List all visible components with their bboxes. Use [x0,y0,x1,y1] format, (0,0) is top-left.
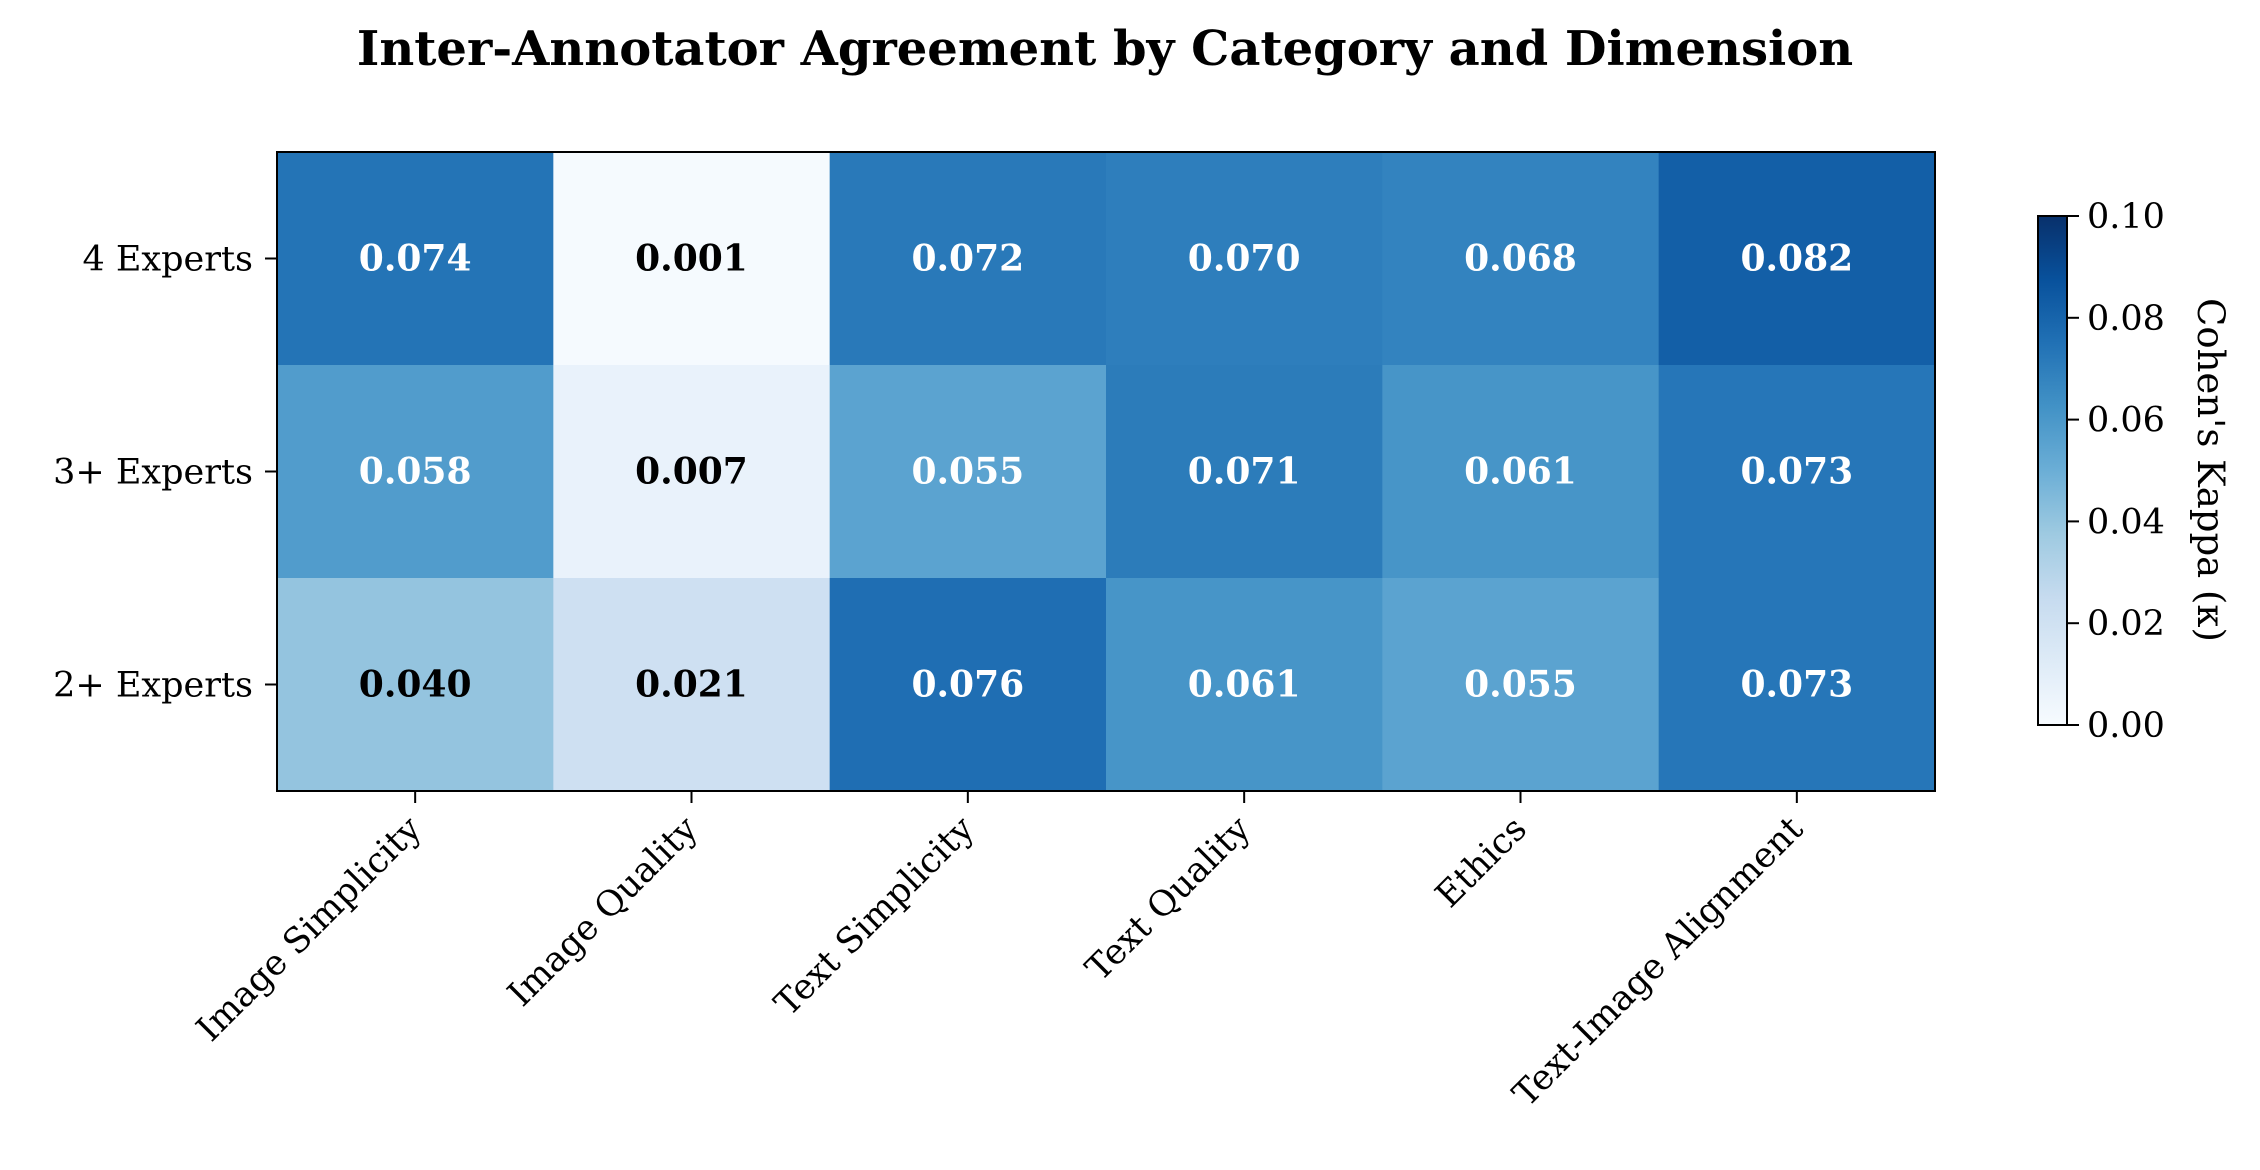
cell-value-label: 0.061 [1464,451,1577,493]
heatmap-cell [1106,365,1383,579]
heatmap-cell [277,365,554,579]
heatmap-value-labels: 0.074 0.001 0.072 0.070 0.068 0.082 0.058 0.007… [359,238,1853,706]
heatmap-cell [277,152,554,366]
colorbar-tick-label: 0.06 [2087,401,2165,441]
heatmap-cell [829,365,1107,579]
cell-value-label: 0.055 [1464,664,1577,706]
cell-value-label: 0.082 [1740,238,1853,280]
colorbar: 0.00 0.02 0.04 0.06 0.08 0.10 Cohen's Kappa (… [2037,197,2232,746]
x-tick-label: Image Quality [500,809,706,1015]
colorbar-tick-label: 0.04 [2087,502,2165,542]
cell-value-label: 0.055 [911,451,1024,493]
cell-value-label: 0.068 [1464,238,1577,280]
cell-value-label: 0.070 [1188,238,1301,280]
heatmap-cell [829,152,1107,366]
x-tick-label: Text Quality [1078,809,1258,989]
cell-value-label: 0.073 [1740,664,1853,706]
heatmap-cell [553,152,831,366]
y-tick-label: 2+ Experts [53,666,253,706]
x-axis: Image Simplicity Image Quality Text Simpli… [189,791,1811,1115]
chart-title: Inter-Annotator Agreement by Category an… [357,21,1853,77]
heatmap-cell [553,365,831,579]
colorbar-tick-label: 0.02 [2087,604,2165,644]
heatmap-cell [1658,578,1936,792]
cell-value-label: 0.072 [911,238,1024,280]
x-tick-label: Image Simplicity [189,809,430,1050]
heatmap-cell [1106,578,1383,792]
heatmap-cell [1658,152,1936,366]
y-tick-label: 3+ Experts [53,453,253,493]
colorbar-tick-label: 0.00 [2087,706,2165,746]
colorbar-ticks: 0.00 0.02 0.04 0.06 0.08 0.10 [2067,197,2165,746]
cell-value-label: 0.071 [1188,451,1301,493]
cell-value-label: 0.073 [1740,451,1853,493]
cell-value-label: 0.058 [359,451,472,493]
cell-value-label: 0.001 [635,238,748,280]
heatmap-cell [1382,578,1660,792]
heatmap-cell [1382,152,1660,366]
heatmap-cell [277,578,554,792]
heatmap-cell [1382,365,1660,579]
heatmap-cell [553,578,831,792]
heatmap-cell [1106,152,1383,366]
colorbar-tick-label: 0.08 [2087,299,2165,339]
y-axis: 4 Experts 3+ Experts 2+ Experts [53,240,277,706]
x-tick-label: Ethics [1428,809,1535,916]
heatmap-cell [829,578,1107,792]
colorbar-label: Cohen's Kappa (κ) [2189,298,2232,642]
y-tick-label: 4 Experts [82,240,253,280]
cell-value-label: 0.021 [635,664,748,706]
x-tick-label: Text-Image Alignment [1506,809,1812,1115]
cell-value-label: 0.061 [1188,664,1301,706]
cell-value-label: 0.007 [635,451,748,493]
heatmap-cell [1658,365,1936,579]
x-tick-label: Text Simplicity [767,809,982,1024]
cell-value-label: 0.074 [359,238,472,280]
heatmap-cells [277,152,1936,792]
cell-value-label: 0.076 [911,664,1024,706]
colorbar-gradient [2037,215,2068,726]
colorbar-tick-label: 0.10 [2087,197,2165,237]
cell-value-label: 0.040 [359,664,472,706]
